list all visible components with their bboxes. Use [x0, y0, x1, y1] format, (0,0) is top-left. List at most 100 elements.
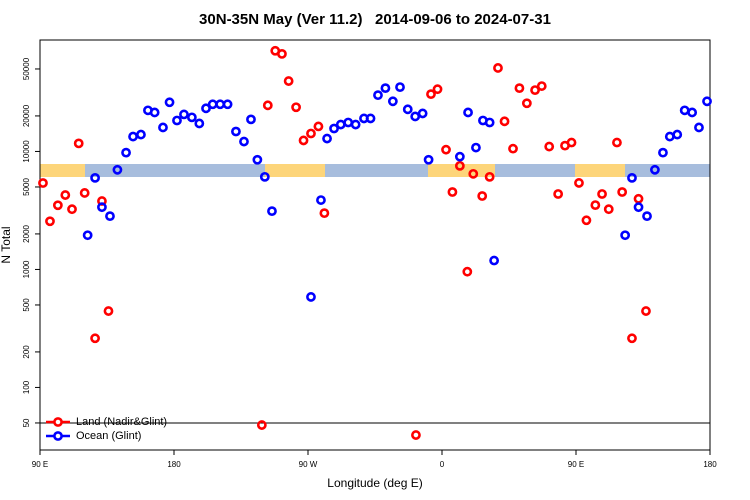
point — [158, 122, 168, 133]
point — [73, 138, 84, 149]
point — [544, 141, 555, 152]
point — [702, 96, 712, 107]
point — [664, 131, 675, 142]
point — [164, 97, 175, 108]
point — [489, 255, 500, 266]
point — [574, 178, 584, 188]
point — [581, 215, 592, 226]
point — [97, 202, 107, 213]
y-tick-label: 100 — [22, 380, 31, 394]
point — [306, 292, 316, 302]
point — [259, 171, 270, 182]
legend-marker — [53, 417, 63, 427]
point — [256, 420, 267, 430]
point — [335, 119, 346, 130]
point — [641, 306, 651, 316]
point — [642, 211, 652, 222]
point — [477, 191, 488, 201]
point — [90, 333, 100, 344]
y-tick-label: 1000 — [22, 260, 31, 278]
x-tick-label: 0 — [440, 460, 445, 469]
point — [597, 189, 607, 199]
point — [319, 208, 330, 219]
point — [462, 266, 473, 277]
x-tick-label: 180 — [703, 460, 717, 469]
point — [454, 160, 465, 171]
point — [441, 144, 451, 155]
surface-strip — [40, 164, 710, 177]
point — [423, 154, 434, 165]
point — [493, 63, 503, 73]
legend-label: Land (Nadir&Glint) — [76, 416, 167, 428]
y-tick-label: 5000 — [22, 178, 31, 196]
x-tick-label: 180 — [167, 460, 181, 469]
point — [454, 151, 465, 162]
point — [186, 112, 197, 123]
point — [463, 107, 473, 118]
point — [231, 126, 241, 137]
point — [373, 90, 383, 101]
point — [627, 172, 637, 183]
point — [633, 193, 644, 204]
point — [380, 83, 391, 94]
point — [222, 99, 233, 110]
chart-title: 30N-35N May (Ver 11.2) 2014-09-06 to 202… — [199, 11, 551, 28]
point — [194, 118, 205, 129]
y-axis-label: N Total — [0, 226, 13, 263]
point — [52, 200, 63, 211]
point — [215, 99, 226, 110]
point — [633, 202, 644, 213]
point — [566, 137, 577, 148]
y-tick-label: 50 — [22, 418, 31, 427]
x-tick-label: 90 E — [32, 460, 48, 469]
point — [179, 109, 189, 120]
point — [687, 107, 698, 118]
point — [402, 104, 413, 115]
point — [316, 195, 326, 205]
point — [627, 333, 637, 344]
point — [82, 230, 93, 241]
legend-label: Ocean (Glint) — [76, 430, 141, 442]
point — [112, 164, 123, 175]
point — [298, 135, 309, 146]
x-axis-label: Longitude (deg E) — [327, 476, 422, 490]
point — [60, 190, 71, 200]
point — [658, 147, 668, 158]
point — [612, 137, 622, 148]
point — [672, 129, 683, 140]
point — [508, 143, 518, 154]
point — [603, 204, 614, 215]
x-tick-label: 90 W — [299, 460, 318, 469]
point — [590, 200, 601, 210]
point — [121, 147, 131, 158]
point — [128, 131, 138, 142]
point — [432, 84, 443, 95]
x-tick-label: 90 E — [568, 460, 584, 469]
point — [291, 102, 301, 113]
point — [417, 108, 428, 119]
point — [521, 98, 532, 109]
plot-frame — [39, 39, 711, 451]
legend-marker — [53, 431, 63, 441]
point — [387, 96, 398, 107]
point — [350, 119, 361, 130]
point — [426, 89, 436, 100]
point — [262, 100, 273, 111]
point — [149, 107, 160, 118]
y-tick-label: 500 — [22, 298, 31, 312]
point — [277, 48, 287, 59]
point — [530, 85, 540, 96]
point — [410, 111, 421, 122]
point — [136, 129, 146, 140]
y-tick-label: 20000 — [22, 104, 31, 127]
point — [365, 113, 376, 124]
point — [313, 121, 324, 132]
point — [395, 82, 405, 93]
point — [246, 114, 256, 125]
point — [694, 122, 704, 133]
point — [468, 168, 479, 179]
point — [322, 133, 332, 144]
point — [617, 187, 628, 197]
point — [471, 142, 481, 153]
